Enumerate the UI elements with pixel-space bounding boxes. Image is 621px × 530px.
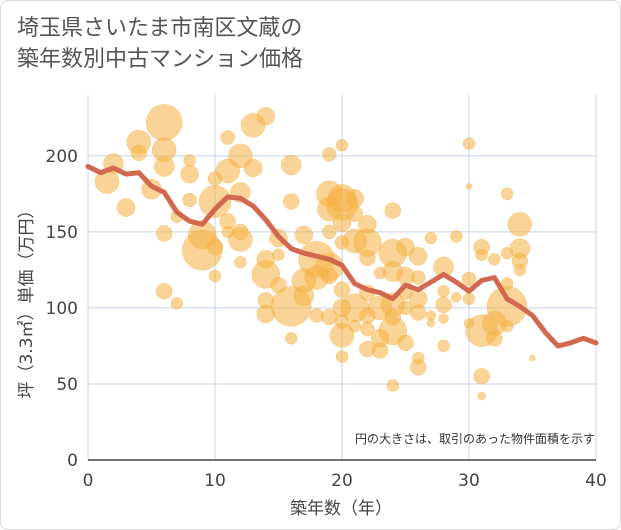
x-tick-label: 10	[204, 471, 226, 491]
bubble-point	[500, 187, 514, 201]
bubble-point	[462, 292, 476, 306]
bubble-point	[371, 342, 389, 359]
chart-title-line-1: 埼玉県さいたま市南区文蔵の	[17, 16, 303, 41]
bubble-point	[335, 138, 349, 152]
bubble-point	[451, 292, 462, 303]
bubble-point	[282, 193, 300, 210]
bubble-point	[208, 269, 222, 283]
bubble-point	[182, 192, 197, 208]
bubble-point	[513, 263, 527, 277]
trend-layer	[85, 164, 599, 349]
y-tick-label: 0	[67, 451, 78, 471]
bubble-point	[321, 267, 338, 285]
bubble-point	[529, 354, 536, 362]
bubble-point	[426, 318, 436, 328]
bubble-point	[409, 304, 427, 321]
bubble-point	[488, 253, 501, 266]
bubble-point	[155, 282, 173, 300]
bubble-point	[256, 107, 276, 126]
bubble-point	[126, 129, 152, 155]
bubble-layer	[94, 104, 536, 401]
bubble-point	[322, 224, 337, 240]
bubble-point	[180, 164, 199, 184]
bubble-point	[335, 350, 349, 363]
bubble-point	[145, 104, 183, 141]
axes: 0 10 20 30 40 0 50 100 150 200	[46, 147, 607, 491]
bubble-point	[220, 130, 235, 145]
bubble-point	[280, 154, 302, 176]
bubble-point	[206, 238, 224, 256]
y-tick-label: 150	[46, 223, 78, 243]
bubble-point	[437, 284, 450, 298]
bubble-point	[438, 313, 449, 324]
bubble-point	[360, 321, 375, 337]
bubble-point	[346, 205, 363, 222]
bubble-point	[384, 202, 402, 219]
bubble-point	[332, 213, 352, 232]
bubble-point	[359, 249, 376, 266]
bubble-size-note: 円の大きさは、取引のあった物件面積を示す	[355, 431, 595, 446]
y-axis-title: 坪（3.3㎡）単価（万円）	[17, 201, 37, 398]
bubble-point	[243, 158, 263, 178]
bubble-point	[272, 248, 285, 261]
bubble-point	[473, 368, 490, 385]
bubble-point	[500, 319, 514, 333]
bubble-point	[462, 137, 476, 150]
bubble-point	[475, 248, 488, 261]
bubble-point	[397, 334, 414, 352]
chart-title: 埼玉県さいたま市南区文蔵の 築年数別中古マンション価格	[17, 13, 303, 75]
bubble-point	[477, 391, 486, 401]
bubble-point	[386, 379, 400, 392]
bubble-point	[153, 156, 175, 177]
bubble-point	[424, 231, 438, 245]
bubble-point	[408, 246, 428, 266]
bubble-point	[450, 230, 463, 243]
bubble-point	[116, 198, 136, 217]
bubble-point	[486, 330, 503, 347]
bubble-point	[294, 225, 314, 245]
y-tick-label: 200	[46, 147, 78, 167]
bubble-point	[170, 297, 184, 310]
x-tick-label: 30	[458, 471, 480, 491]
bubble-point	[507, 212, 533, 237]
bubble-point	[396, 237, 415, 257]
bubble-point	[409, 358, 427, 376]
y-tick-label: 100	[46, 299, 78, 319]
bubble-point	[155, 225, 173, 242]
bubble-point	[329, 323, 355, 348]
chart-title-line-2: 築年数別中古マンション価格	[17, 47, 304, 72]
x-tick-label: 0	[83, 471, 94, 491]
bubble-point	[322, 147, 337, 162]
bubble-point	[293, 285, 315, 306]
bubble-point	[234, 256, 247, 269]
bubble-point	[435, 296, 452, 314]
bubble-point	[228, 227, 253, 252]
x-axis-title: 築年数（年）	[290, 499, 392, 519]
bubble-point	[348, 319, 361, 333]
x-tick-label: 40	[585, 471, 607, 491]
trend-line	[85, 164, 599, 349]
bubble-point	[284, 332, 298, 345]
bubble-point	[465, 183, 473, 190]
x-tick-label: 20	[331, 471, 353, 491]
y-tick-label: 50	[56, 375, 78, 395]
bubble-point	[461, 271, 477, 287]
bubble-point	[410, 270, 426, 285]
bubble-point	[437, 339, 450, 353]
bubble-point	[345, 189, 364, 208]
bubble-point	[183, 154, 196, 167]
bubble-point	[333, 281, 351, 298]
